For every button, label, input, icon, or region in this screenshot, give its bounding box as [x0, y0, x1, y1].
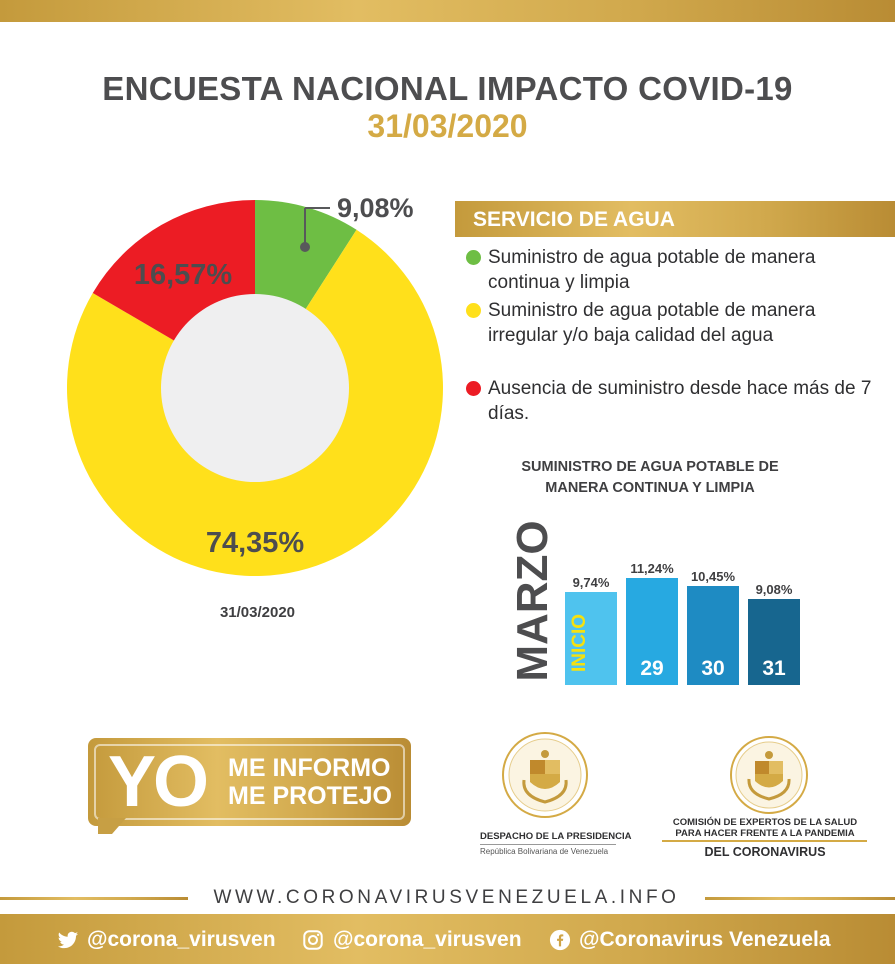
bar-category-label: INICIO: [569, 613, 590, 673]
legend-header: SERVICIO DE AGUA: [455, 201, 895, 237]
bar-category-label: 30: [701, 657, 725, 680]
twitter-handle[interactable]: @corona_virusven: [87, 928, 276, 951]
donut-label-ausencia: 16,57%: [134, 259, 233, 291]
twitter-icon: [57, 931, 79, 949]
page-date: 31/03/2020: [367, 108, 528, 144]
bar-value-label: 11,24%: [630, 561, 674, 576]
bar-chart: INICIO 9,74% 29 11,24% 30 10,45% 31 9,08%: [555, 545, 815, 690]
presidency-name: DESPACHO DE LA PRESIDENCIA: [480, 831, 632, 842]
bar-inicio: INICIO: [565, 592, 617, 685]
website-rule-left: [0, 897, 188, 900]
donut-chart: 9,08% 74,35% 16,57%: [66, 193, 443, 576]
commission-name: COMISIÓN DE EXPERTOS DE LA SALUD PARA HA…: [660, 817, 870, 839]
commission-line1: COMISIÓN DE EXPERTOS DE LA SALUD: [672, 817, 858, 828]
legend-text: Ausencia de suministro desde hace más de…: [488, 378, 872, 424]
campaign-line2: ME PROTEJO: [228, 782, 392, 810]
legend-text: Suministro de agua potable de manera irr…: [488, 300, 816, 346]
legend-item: Suministro de agua potable de manera con…: [466, 245, 876, 295]
legend-item: Suministro de agua potable de manera irr…: [466, 298, 876, 348]
bar-value-label: 9,74%: [572, 575, 610, 590]
social-band: [0, 914, 895, 964]
legend-item: Ausencia de suministro desde hace más de…: [466, 376, 876, 426]
campaign-badge: YO ME INFORMO ME PROTEJO: [88, 738, 411, 826]
bar-chart-title: SUMINISTRO DE AGUA POTABLE DE MANERA CON…: [521, 459, 779, 496]
campaign-badge-tail: [98, 818, 126, 834]
donut-caption: 31/03/2020: [219, 604, 296, 621]
donut-hole: [161, 294, 349, 482]
commission-line3: DEL CORONAVIRUS: [704, 845, 826, 859]
presidency-divider: [480, 844, 616, 845]
bar-31: 31: [748, 599, 800, 685]
coat-of-arms-icon: [730, 736, 808, 814]
commission-line2: PARA HACER FRENTE A LA PANDEMIA: [675, 828, 855, 839]
campaign-yo: YO: [108, 742, 209, 822]
bar-30: 30: [687, 586, 739, 685]
bar-value-label: 9,08%: [755, 582, 793, 597]
bar-value-label: 10,45%: [690, 569, 736, 584]
page-title: ENCUESTA NACIONAL IMPACTO COVID-19: [102, 70, 793, 107]
legend-dot-red: [466, 381, 481, 396]
bar-group-label: MARZO: [508, 515, 557, 687]
commission-divider: [662, 840, 867, 842]
month-label: MARZO: [508, 520, 557, 682]
bar-category-label: 29: [640, 657, 664, 680]
instagram-handle[interactable]: @corona_virusven: [333, 928, 522, 951]
legend-text: Suministro de agua potable de manera con…: [488, 247, 816, 293]
facebook-handle[interactable]: @Coronavirus Venezuela: [579, 928, 831, 951]
presidency-subtitle: República Bolivariana de Venezuela: [480, 847, 609, 856]
bar-29: 29: [626, 578, 678, 685]
donut-label-continua: 9,08%: [337, 193, 414, 223]
top-band: [0, 0, 895, 22]
campaign-line1: ME INFORMO: [228, 754, 391, 782]
website-rule-right: [705, 897, 895, 900]
legend-dot-green: [466, 250, 481, 265]
donut-label-irregular: 74,35%: [206, 527, 305, 559]
website-link[interactable]: WWW.CORONAVIRUSVENEZUELA.INFO: [213, 887, 680, 908]
bar-category-label: 31: [762, 657, 786, 680]
legend-dot-yellow: [466, 303, 481, 318]
coat-of-arms-icon: [502, 732, 588, 818]
campaign-badge-frame: [94, 744, 405, 820]
legend-title: SERVICIO DE AGUA: [473, 208, 675, 231]
facebook-icon: [549, 929, 571, 951]
donut-leader-dot: [300, 242, 310, 252]
instagram-icon: [303, 930, 323, 950]
